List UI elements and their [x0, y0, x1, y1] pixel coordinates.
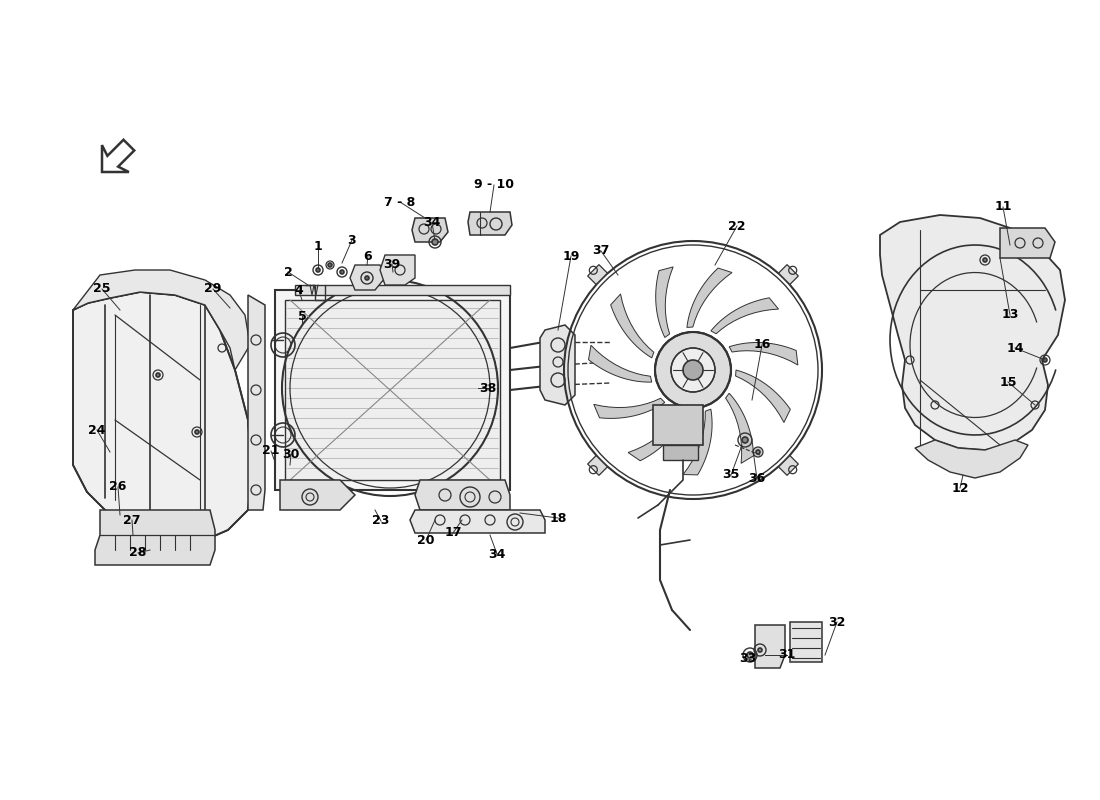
Text: 22: 22 [728, 219, 746, 233]
Text: 3: 3 [348, 234, 356, 246]
Text: 14: 14 [1006, 342, 1024, 354]
Text: 12: 12 [952, 482, 969, 494]
Polygon shape [736, 370, 791, 422]
Text: 39: 39 [384, 258, 400, 270]
Text: 36: 36 [748, 473, 766, 486]
Polygon shape [729, 342, 798, 365]
Polygon shape [915, 440, 1028, 478]
Text: 31: 31 [779, 649, 795, 662]
Text: 34: 34 [424, 217, 441, 230]
Circle shape [1043, 358, 1047, 362]
Text: 7 - 8: 7 - 8 [384, 195, 416, 209]
Text: 15: 15 [999, 375, 1016, 389]
Text: 34: 34 [488, 547, 506, 561]
Circle shape [756, 450, 760, 454]
Polygon shape [379, 255, 415, 285]
Polygon shape [610, 294, 653, 358]
Polygon shape [880, 215, 1065, 450]
Polygon shape [587, 265, 607, 285]
Polygon shape [656, 267, 673, 338]
Polygon shape [415, 480, 510, 510]
Text: 24: 24 [88, 423, 106, 437]
Circle shape [754, 447, 763, 457]
Text: 5: 5 [298, 310, 307, 322]
Text: 17: 17 [444, 526, 462, 539]
Text: 29: 29 [205, 282, 222, 295]
Polygon shape [711, 298, 779, 334]
Polygon shape [653, 405, 703, 445]
Text: 23: 23 [372, 514, 389, 527]
Text: 6: 6 [364, 250, 372, 262]
Polygon shape [275, 290, 510, 490]
Circle shape [747, 652, 754, 658]
Polygon shape [540, 325, 575, 405]
Text: 26: 26 [109, 481, 126, 494]
Polygon shape [628, 411, 686, 461]
Text: 4: 4 [295, 285, 304, 298]
Circle shape [654, 332, 732, 408]
Circle shape [365, 276, 369, 280]
Polygon shape [588, 346, 651, 382]
Circle shape [340, 270, 344, 274]
Text: 25: 25 [94, 282, 111, 295]
Polygon shape [779, 265, 799, 285]
Circle shape [683, 360, 703, 380]
Polygon shape [350, 265, 385, 290]
Polygon shape [587, 455, 607, 475]
Circle shape [328, 263, 332, 267]
Polygon shape [790, 622, 822, 662]
Text: 28: 28 [130, 546, 146, 559]
Text: 20: 20 [417, 534, 434, 546]
Text: 35: 35 [723, 469, 739, 482]
Text: 27: 27 [123, 514, 141, 526]
Polygon shape [248, 295, 265, 510]
Polygon shape [686, 268, 732, 327]
Polygon shape [285, 300, 500, 480]
Circle shape [671, 348, 715, 392]
Polygon shape [1000, 228, 1055, 258]
Polygon shape [73, 270, 250, 370]
Polygon shape [779, 455, 799, 475]
Circle shape [432, 239, 438, 245]
Text: 32: 32 [828, 615, 846, 629]
Text: 9 - 10: 9 - 10 [474, 178, 514, 191]
Circle shape [983, 258, 987, 262]
Polygon shape [95, 510, 214, 565]
Circle shape [758, 648, 762, 652]
Text: 30: 30 [283, 447, 299, 461]
Text: 18: 18 [549, 511, 566, 525]
Text: 1: 1 [314, 241, 322, 254]
Text: 21: 21 [262, 445, 279, 458]
Polygon shape [468, 212, 512, 235]
Polygon shape [280, 480, 355, 510]
Circle shape [742, 437, 748, 443]
Text: 2: 2 [284, 266, 293, 278]
Polygon shape [73, 292, 252, 540]
Polygon shape [683, 409, 712, 475]
Circle shape [195, 430, 199, 434]
Polygon shape [663, 445, 698, 460]
Polygon shape [295, 285, 510, 295]
Polygon shape [755, 625, 785, 668]
Text: 33: 33 [739, 653, 757, 666]
Text: 13: 13 [1001, 309, 1019, 322]
Text: 38: 38 [480, 382, 496, 394]
Circle shape [156, 373, 160, 377]
Polygon shape [410, 510, 544, 533]
Text: 11: 11 [994, 201, 1012, 214]
Polygon shape [412, 218, 448, 242]
Circle shape [316, 268, 320, 272]
Polygon shape [594, 398, 664, 418]
Text: 19: 19 [562, 250, 580, 262]
Text: 16: 16 [754, 338, 771, 351]
Polygon shape [726, 394, 754, 463]
Text: 37: 37 [592, 245, 609, 258]
